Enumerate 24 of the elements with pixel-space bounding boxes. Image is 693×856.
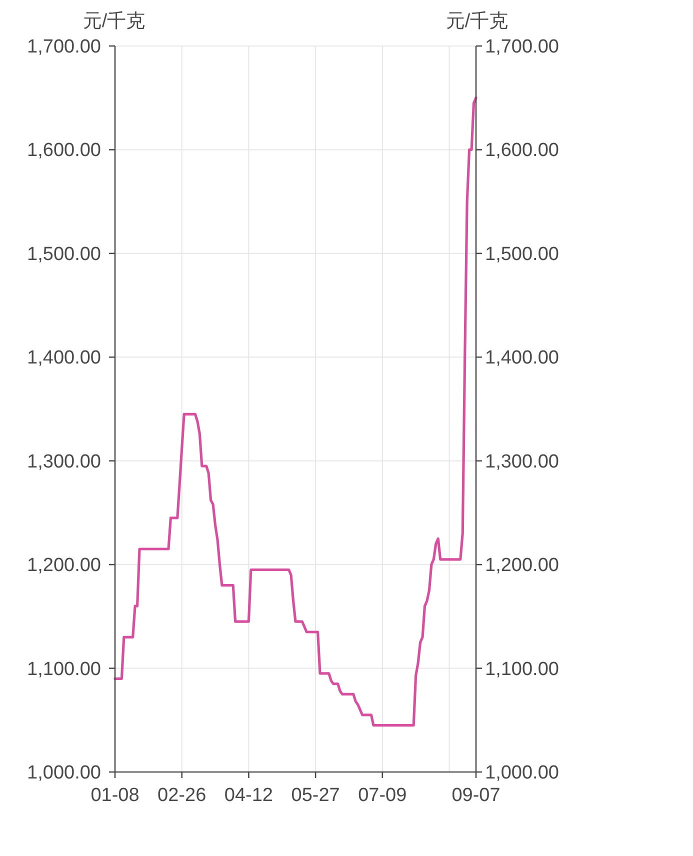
ytick: 1,000.00: [27, 762, 101, 784]
y2tick: 1,400.00: [485, 348, 559, 369]
xtick: 02-26: [158, 785, 206, 806]
y2label: 元/千克: [446, 11, 508, 32]
xtick: 05-27: [291, 785, 340, 806]
ytick: 1,200.00: [27, 555, 101, 576]
ytick: 1,700.00: [27, 36, 101, 58]
y2tick: 1,300.00: [485, 451, 559, 472]
y2tick: 1,500.00: [485, 244, 559, 265]
xtick: 07-09: [358, 785, 407, 806]
xtick: 09-07: [452, 785, 500, 806]
xtick: 01-08: [90, 785, 140, 806]
ytick: 1,500.00: [27, 244, 101, 265]
y2tick: 1,700.00: [485, 36, 559, 58]
y2tick: 1,000.00: [485, 762, 559, 784]
y2tick: 1,600.00: [485, 140, 559, 162]
ytick: 1,600.00: [27, 140, 101, 162]
y2tick: 1,100.00: [485, 658, 559, 680]
ytick: 1,100.00: [27, 658, 101, 680]
ytick: 1,400.00: [27, 348, 101, 369]
ytick: 1,300.00: [27, 451, 101, 472]
ylabel: 元/千克: [82, 11, 146, 32]
y2tick: 1,200.00: [485, 555, 559, 576]
xtick: 04-12: [224, 785, 273, 806]
